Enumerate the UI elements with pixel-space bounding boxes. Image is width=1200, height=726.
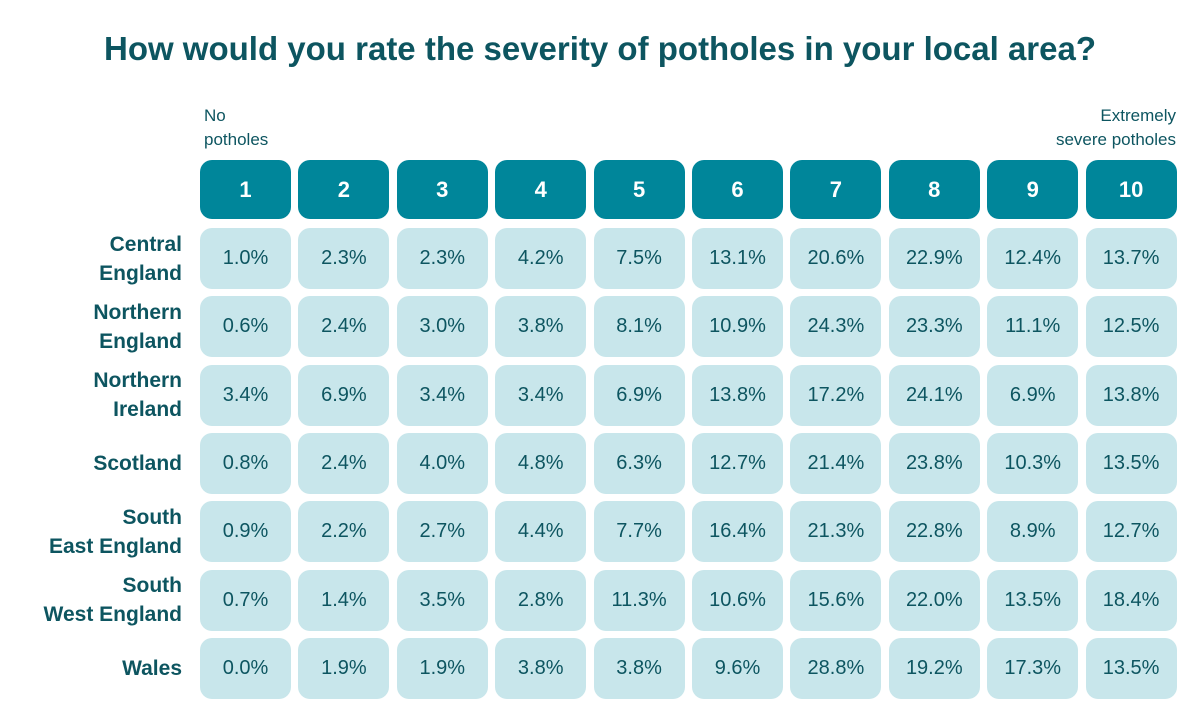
table-cell: 0.9%	[200, 501, 291, 563]
table-cell: 2.7%	[396, 501, 488, 563]
table-cell: 3.8%	[593, 637, 685, 699]
table-cell: 12.4%	[987, 228, 1079, 289]
table-cell: 2.8%	[495, 569, 587, 631]
table-cell: 3.0%	[396, 296, 488, 358]
table-cell: 12.7%	[1085, 501, 1177, 563]
table-cell: 3.8%	[495, 296, 587, 358]
table-cell: 0.8%	[200, 432, 291, 494]
table-cell: 0.0%	[200, 637, 291, 699]
column-header-3: 3	[396, 160, 488, 219]
row-label: Northern Ireland	[93, 369, 182, 422]
table-cell: 8.1%	[593, 296, 685, 358]
column-header-1: 1	[200, 160, 291, 219]
table-cell: 11.3%	[593, 569, 685, 631]
table-cell: 22.8%	[888, 501, 980, 563]
column-header-6: 6	[692, 160, 783, 219]
table-cell: 24.3%	[790, 296, 882, 358]
table-cell: 13.8%	[692, 364, 783, 426]
table-cell: 3.4%	[495, 364, 587, 426]
table-cell: 20.6%	[790, 228, 882, 289]
table-cell: 6.9%	[593, 364, 685, 426]
table-cell: 17.3%	[987, 637, 1079, 699]
table-cell: 19.2%	[888, 637, 980, 699]
row-label: South West England	[43, 574, 182, 626]
table-cell: 13.8%	[1085, 364, 1177, 426]
table-cell: 13.5%	[1085, 637, 1177, 699]
table-cell: 3.8%	[495, 637, 587, 699]
table-cell: 28.8%	[790, 637, 882, 699]
table-cell: 21.4%	[790, 432, 882, 494]
table-cell: 18.4%	[1085, 569, 1177, 631]
table-cell: 1.9%	[396, 637, 488, 699]
table-cell: 8.9%	[987, 501, 1079, 563]
table-cell: 1.0%	[200, 228, 291, 289]
column-header-4: 4	[495, 160, 587, 219]
row-label: Central England	[99, 232, 182, 285]
table-cell: 3.4%	[396, 364, 488, 426]
table-cell: 2.3%	[298, 228, 390, 289]
table-cell: 2.2%	[298, 501, 390, 563]
table-cell: 11.1%	[987, 296, 1079, 358]
table-cell: 13.5%	[1085, 432, 1177, 494]
table-cell: 4.8%	[495, 432, 587, 494]
table-cell: 10.3%	[987, 432, 1079, 494]
column-header-5: 5	[593, 160, 685, 219]
table-cell: 2.4%	[298, 432, 390, 494]
table-cell: 7.7%	[593, 501, 685, 563]
chart-title: How would you rate the severity of potho…	[103, 30, 1097, 67]
table-cell: 2.3%	[396, 228, 488, 289]
table-cell: 10.9%	[692, 296, 783, 358]
table-cell: 16.4%	[692, 501, 783, 563]
table-cell: 4.2%	[495, 228, 587, 289]
table-cell: 22.9%	[888, 228, 980, 289]
table-cell: 12.7%	[692, 432, 783, 494]
table-cell: 1.9%	[298, 637, 390, 699]
table-cell: 4.4%	[495, 501, 587, 563]
table-cell: 9.6%	[692, 637, 783, 699]
table-cell: 2.4%	[298, 296, 390, 358]
column-header-10: 10	[1085, 160, 1177, 219]
table-cell: 13.5%	[987, 569, 1079, 631]
table-cell: 21.3%	[790, 501, 882, 563]
table-cell: 12.5%	[1085, 296, 1177, 358]
table-cell: 0.6%	[200, 296, 291, 358]
table-cell: 3.4%	[200, 364, 291, 426]
table-cell: 23.3%	[888, 296, 980, 358]
column-header-8: 8	[888, 160, 980, 219]
table-cell: 6.3%	[593, 432, 685, 494]
table-cell: 0.7%	[200, 569, 291, 631]
table-cell: 7.5%	[593, 228, 685, 289]
table-cell: 15.6%	[790, 569, 882, 631]
table-cell: 24.1%	[888, 364, 980, 426]
row-label: South East England	[48, 505, 182, 558]
table-cell: 6.9%	[987, 364, 1079, 426]
table-cell: 13.1%	[692, 228, 783, 289]
table-cell: 23.8%	[888, 432, 980, 494]
table-cell: 10.6%	[692, 569, 783, 631]
row-label: Scotland	[93, 451, 182, 475]
scale-low-label: No potholes	[204, 106, 269, 149]
column-header-9: 9	[987, 160, 1079, 219]
table-cell: 22.0%	[888, 569, 980, 631]
table-cell: 6.9%	[298, 364, 390, 426]
row-label: Wales	[122, 656, 182, 680]
table-cell: 13.7%	[1085, 228, 1177, 289]
column-header-2: 2	[298, 160, 390, 219]
table-cell: 4.0%	[396, 432, 488, 494]
table-cell: 17.2%	[790, 364, 882, 426]
table-cell: 3.5%	[396, 569, 488, 631]
scale-high-label: Extremely severe potholes	[1055, 106, 1176, 149]
table-cell: 1.4%	[298, 569, 390, 631]
row-label: Northern England	[93, 300, 182, 353]
column-header-7: 7	[790, 160, 882, 219]
